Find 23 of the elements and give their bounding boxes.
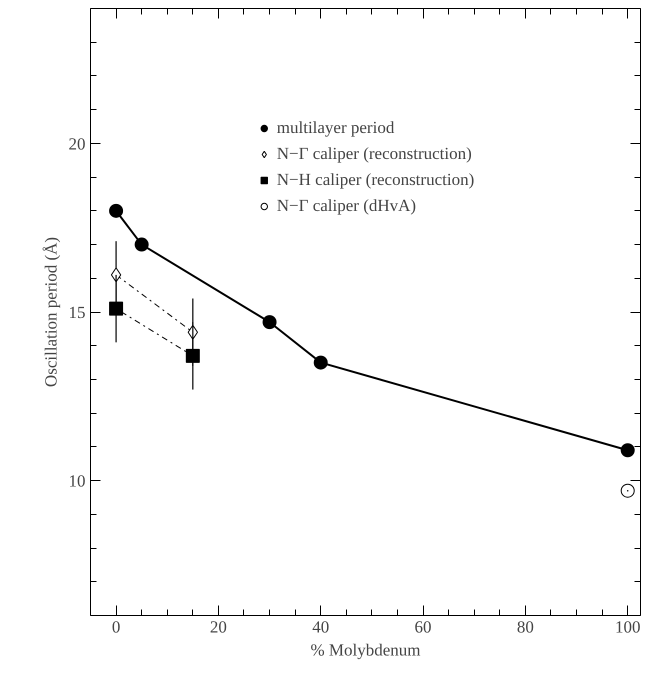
y-tick-label: 10	[68, 472, 86, 491]
legend-label: N−H caliper (reconstruction)	[276, 170, 474, 190]
point	[109, 204, 124, 218]
legend-label: N−Γ caliper (reconstruction)	[276, 144, 472, 164]
point	[109, 302, 124, 316]
point	[314, 356, 328, 370]
point	[186, 348, 200, 363]
legend-label: N−Γ caliper (dHvA)	[276, 196, 416, 216]
y-axis-title: Oscillation period (Å)	[42, 236, 60, 388]
point	[620, 484, 635, 498]
x-tick-label: 0	[112, 618, 120, 636]
y-tick-label: 15	[68, 303, 86, 322]
x-axis-title: % Molybdenum	[310, 640, 421, 660]
x-tick-label: 20	[210, 618, 227, 636]
point	[620, 443, 635, 458]
point	[262, 315, 277, 330]
point	[134, 238, 149, 252]
x-tick-label: 100	[614, 618, 640, 636]
x-tick-label: 40	[312, 618, 330, 636]
legend-label: multilayer period	[276, 118, 394, 138]
x-tick-label: 60	[414, 618, 432, 636]
x-tick-label: 80	[516, 618, 534, 636]
y-tick-label: 20	[68, 134, 86, 154]
